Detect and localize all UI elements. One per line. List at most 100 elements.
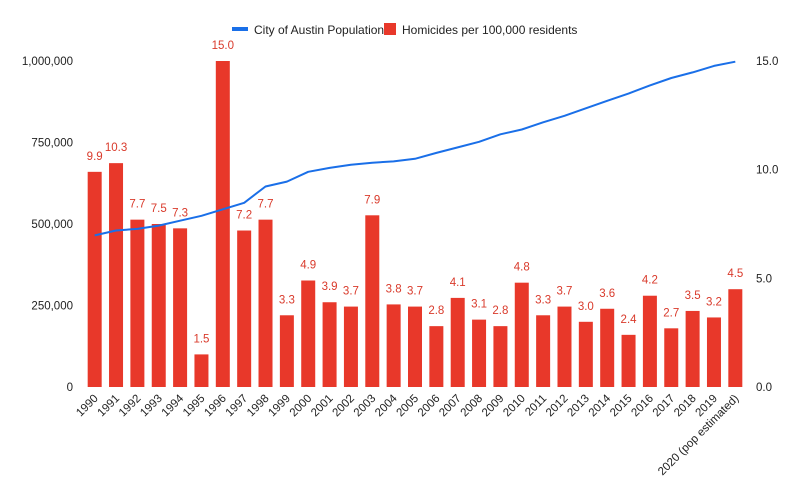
bar-data-label: 3.1 — [471, 299, 487, 311]
y-left-tick-label: 1,000,000 — [22, 56, 73, 68]
y-right-tick-label: 15.0 — [756, 56, 778, 68]
x-tick-label: 2013 — [565, 393, 592, 420]
legend-swatch-homicides — [384, 23, 396, 35]
y-right-tick-label: 5.0 — [756, 273, 772, 285]
legend-item-population: City of Austin Population — [232, 23, 384, 37]
bar-data-label: 3.6 — [599, 288, 615, 300]
y-axis-left: 0 250,000 500,000 750,000 1,000,000 — [22, 56, 73, 394]
bar — [258, 219, 273, 387]
x-tick-label: 2007 — [437, 393, 464, 420]
y-left-tick-label: 250,000 — [31, 301, 73, 313]
bar-data-label: 3.7 — [407, 286, 423, 298]
bar — [685, 310, 700, 387]
bar — [472, 319, 487, 387]
bar-data-label: 1.5 — [193, 333, 209, 345]
y-left-tick-label: 500,000 — [31, 219, 73, 231]
bar — [151, 224, 166, 387]
bar-data-label: 7.3 — [172, 207, 188, 219]
bar-data-label: 3.0 — [578, 301, 594, 313]
x-tick-label: 1995 — [181, 393, 208, 420]
bar-data-label: 4.5 — [727, 268, 743, 280]
x-tick-label: 1996 — [202, 393, 229, 420]
x-tick-label: 1997 — [224, 393, 251, 420]
bar-data-label: 2.7 — [663, 307, 679, 319]
x-tick-label: 2008 — [459, 393, 486, 420]
legend-swatch-population — [232, 27, 248, 31]
legend-label-population: City of Austin Population — [254, 23, 384, 37]
bar-data-label: 7.7 — [129, 199, 145, 211]
bar — [536, 315, 551, 387]
bar — [621, 334, 636, 387]
legend-label-homicides: Homicides per 100,000 residents — [402, 23, 577, 37]
bar-data-label: 15.0 — [212, 40, 234, 52]
bar — [109, 163, 124, 387]
bar — [706, 317, 721, 387]
bar — [365, 215, 380, 387]
bar-data-label: 7.5 — [151, 203, 167, 215]
x-tick-label: 1992 — [117, 393, 144, 420]
bar — [194, 354, 209, 387]
bar — [215, 61, 230, 387]
bar-data-label: 3.7 — [556, 286, 572, 298]
bar — [408, 306, 422, 387]
x-tick-label: 2015 — [608, 393, 635, 420]
bar-data-label: 2.8 — [428, 305, 444, 317]
bar-data-label: 3.9 — [322, 281, 338, 293]
bar — [301, 280, 316, 387]
x-axis: 1990199119921993199419951996199719981999… — [74, 392, 741, 478]
x-tick-label: 1993 — [138, 393, 165, 420]
x-tick-label: 2016 — [629, 393, 656, 420]
legend-item-homicides: Homicides per 100,000 residents — [384, 23, 577, 37]
x-tick-label: 2003 — [352, 393, 379, 420]
bar-data-label: 3.8 — [386, 283, 402, 295]
x-tick-label: 2014 — [587, 392, 614, 419]
bar-data-label: 10.3 — [105, 142, 127, 154]
x-tick-label: 1994 — [160, 392, 187, 419]
x-tick-label: 1999 — [266, 393, 293, 420]
x-tick-label: 2005 — [395, 393, 422, 420]
bar — [429, 326, 444, 387]
legend: City of Austin Population Homicides per … — [232, 23, 577, 37]
bar-data-label: 3.3 — [279, 294, 295, 306]
x-tick-label: 2018 — [672, 393, 699, 420]
bar-data-label: 7.7 — [258, 199, 274, 211]
bar-data-label: 4.1 — [450, 277, 466, 289]
x-tick-label: 2000 — [288, 393, 315, 420]
bar — [173, 228, 188, 387]
x-tick-label: 2017 — [651, 393, 678, 420]
bar — [493, 326, 508, 387]
bar-data-label: 7.9 — [364, 194, 380, 206]
bar-data-labels: 9.910.3 7.7 7.5 7.3 1.5 15.0 7.2 7.7 3.3 4.9 3.9 3.… — [87, 40, 744, 345]
x-tick-label: 2004 — [373, 392, 400, 419]
bar — [514, 282, 529, 387]
bar-data-label: 3.3 — [535, 294, 551, 306]
population-line — [94, 60, 736, 237]
bar-data-label: 2.4 — [621, 314, 638, 326]
y-left-tick-label: 0 — [67, 382, 73, 394]
x-tick-label: 2001 — [309, 393, 336, 420]
bar-data-label: 9.9 — [87, 151, 103, 163]
bar — [642, 295, 657, 387]
y-axis-right: 0.0 5.0 10.0 15.0 — [756, 56, 778, 394]
x-tick-label: 1998 — [245, 393, 272, 420]
bar-data-label: 4.8 — [514, 262, 530, 274]
bar — [450, 297, 465, 387]
x-tick-label: 2012 — [544, 393, 571, 420]
bar — [343, 306, 358, 387]
x-tick-label: 2011 — [523, 393, 549, 419]
x-tick-label: 1991 — [96, 393, 123, 420]
bar — [87, 171, 102, 387]
bar — [728, 289, 743, 387]
bar — [279, 315, 294, 387]
bar-data-label: 3.7 — [343, 286, 359, 298]
bar-data-label: 4.9 — [300, 260, 316, 272]
bar — [130, 219, 145, 387]
y-left-tick-label: 750,000 — [31, 138, 73, 150]
bar-data-label: 2.8 — [492, 305, 508, 317]
line-series-population — [94, 60, 736, 237]
x-tick-label: 2006 — [416, 393, 443, 420]
bar — [600, 308, 615, 387]
bar-data-label: 3.5 — [685, 290, 701, 302]
y-right-tick-label: 0.0 — [756, 382, 772, 394]
